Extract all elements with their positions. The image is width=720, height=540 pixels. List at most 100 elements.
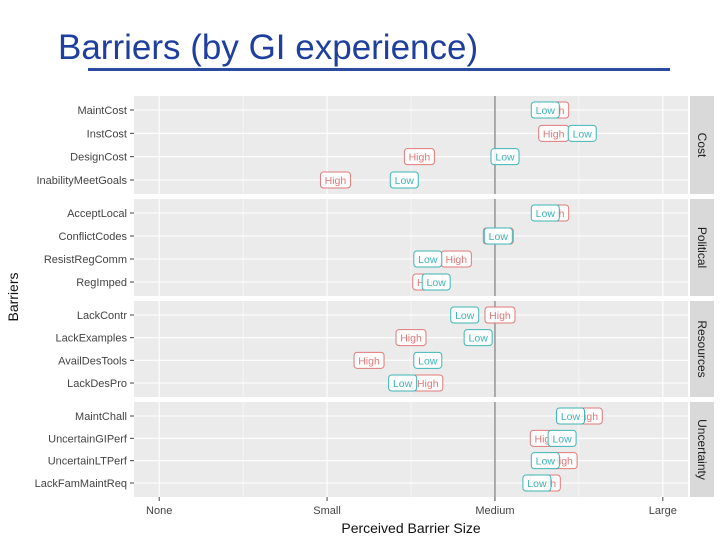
facet-strip-label: Cost (695, 133, 709, 158)
barrier-label: LackDesPro (67, 378, 127, 390)
high-point: High (403, 148, 435, 166)
point-box (389, 171, 419, 189)
point-label: Low (552, 433, 572, 445)
page-title: Barriers (by GI experience) (58, 28, 479, 67)
low-point: Low (567, 124, 597, 142)
x-tick-label: Large (649, 505, 677, 517)
x-axis-title: Perceived Barrier Size (341, 520, 480, 536)
point-label: Low (527, 478, 547, 490)
point-box (483, 227, 513, 245)
barrier-label: RegImped (76, 277, 127, 289)
high-point: High (412, 374, 444, 392)
x-tick-label: Medium (475, 505, 514, 517)
point-label: High (417, 378, 439, 390)
x-tick-label: None (146, 505, 172, 517)
point-box (463, 329, 493, 347)
low-point: Low (530, 452, 560, 470)
high-point: High (353, 351, 385, 369)
facet-strip (690, 402, 714, 497)
point-label: Low (427, 277, 447, 289)
low-point: Low (463, 329, 493, 347)
high-point: High (395, 329, 427, 347)
low-point: Low (450, 306, 480, 324)
point-box (555, 407, 585, 425)
barrier-label: UncertainLTPerf (48, 456, 128, 468)
point-box (403, 148, 435, 166)
x-tick-label: Small (313, 505, 341, 517)
point-box (413, 351, 443, 369)
point-label: High (409, 152, 431, 164)
barrier-label: LackContr (77, 310, 127, 322)
barrier-label: AvailDesTools (58, 355, 127, 367)
point-box (353, 351, 385, 369)
facet-strip (690, 96, 714, 194)
low-point: Low (555, 407, 585, 425)
point-label: Low (418, 355, 438, 367)
low-point: Low (413, 250, 443, 268)
high-point: High (484, 306, 516, 324)
point-box (490, 148, 520, 166)
low-point: Low (388, 374, 418, 392)
point-label: Low (395, 175, 415, 187)
point-label: Low (536, 208, 556, 220)
low-point: Low (421, 273, 451, 291)
point-box (567, 124, 597, 142)
point-label: Low (573, 128, 593, 140)
low-point: Low (530, 204, 560, 222)
facet-strip-label: Political (695, 227, 709, 268)
barrier-label: UncertainGIPerf (48, 433, 128, 445)
barrier-label: DesignCost (70, 152, 127, 164)
point-label: High (400, 333, 422, 345)
barrier-label: ConflictCodes (59, 231, 128, 243)
point-box (450, 306, 480, 324)
low-point: Low (547, 429, 577, 447)
point-label: Low (561, 411, 581, 423)
facet-panel-political: AcceptLocal ConflictCodes ResistRegComm Reg… (44, 199, 714, 296)
barrier-label: MaintChall (75, 411, 127, 423)
high-point: High (440, 250, 472, 268)
point-box (522, 474, 552, 492)
point-label: Low (536, 456, 556, 468)
point-box (319, 171, 351, 189)
facet-strip-label: Resources (695, 320, 709, 377)
point-label: Low (469, 333, 489, 345)
point-box (413, 250, 443, 268)
point-box (530, 101, 560, 119)
low-point: Low (522, 474, 552, 492)
point-label: High (446, 254, 468, 266)
low-point: Low (389, 171, 419, 189)
point-box (388, 374, 418, 392)
barrier-label: LackExamples (55, 333, 127, 345)
barrier-label: InabilityMeetGoals (37, 175, 128, 187)
point-label: High (358, 355, 380, 367)
facet-panel-uncertainty: MaintChall UncertainGIPerf UncertainLTPerf… (35, 402, 714, 497)
facet-panel-cost: MaintCost InstCost DesignCost InabilityMeet… (37, 96, 714, 194)
low-point: Low (490, 148, 520, 166)
point-label: Low (455, 310, 475, 322)
point-label: Low (393, 378, 413, 390)
title-underline (88, 68, 670, 71)
facet-panel-resources: LackContr LackExamples AvailDesTools LackDe… (55, 301, 714, 397)
low-point: Low (413, 351, 443, 369)
point-label: High (489, 310, 511, 322)
point-box (530, 204, 560, 222)
y-axis-title: Barriers (5, 272, 21, 321)
low-point: Low (483, 227, 513, 245)
high-point: High (319, 171, 351, 189)
barrier-label: AcceptLocal (67, 208, 127, 220)
barrier-label: MaintCost (77, 105, 127, 117)
point-label: Low (495, 152, 515, 164)
point-box (530, 452, 560, 470)
low-point: Low (530, 101, 560, 119)
point-label: Low (536, 105, 556, 117)
facet-strip (690, 301, 714, 397)
point-label: High (543, 128, 565, 140)
point-label: Low (418, 254, 438, 266)
high-point: High (538, 124, 570, 142)
point-box (395, 329, 427, 347)
point-label: High (325, 175, 347, 187)
barrier-label: InstCost (87, 128, 127, 140)
barrier-label: ResistRegComm (44, 254, 127, 266)
point-label: Low (489, 231, 509, 243)
